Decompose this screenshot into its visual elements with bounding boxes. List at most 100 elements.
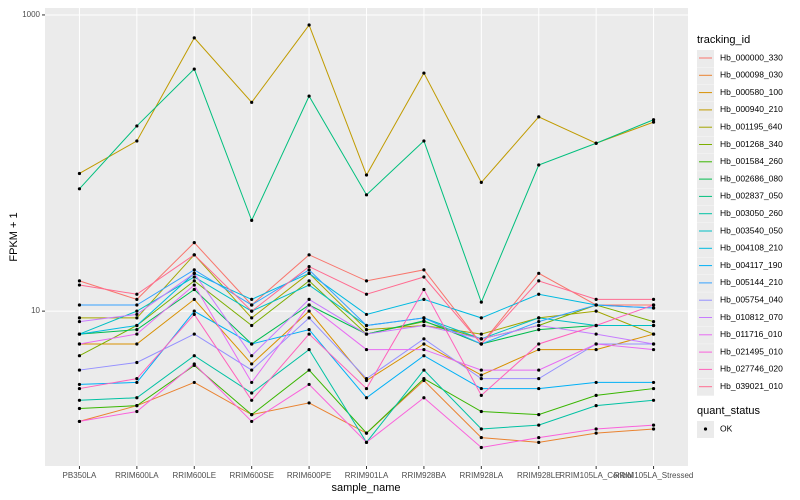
- point: [364, 193, 369, 197]
- point: [250, 368, 254, 372]
- point: [77, 386, 82, 391]
- point: [250, 100, 254, 104]
- point: [192, 332, 196, 336]
- point: [651, 423, 656, 427]
- point: [192, 283, 196, 287]
- legend-label: Hb_039021_010: [720, 381, 783, 391]
- point: [651, 120, 656, 124]
- legend-label: Hb_002686_080: [720, 173, 783, 183]
- legend-label: Hb_005754_040: [720, 294, 783, 304]
- point: [422, 337, 426, 341]
- point: [307, 328, 311, 332]
- point: [250, 316, 254, 320]
- point: [594, 323, 598, 328]
- point: [651, 319, 656, 324]
- point: [537, 292, 541, 296]
- point: [594, 141, 598, 145]
- point: [479, 435, 483, 440]
- point: [651, 380, 656, 385]
- point: [422, 71, 426, 75]
- point: [479, 386, 483, 391]
- point: [307, 253, 311, 257]
- point: [77, 382, 82, 387]
- point: [594, 332, 598, 336]
- point: [537, 423, 541, 427]
- point: [594, 404, 598, 408]
- point: [537, 271, 541, 275]
- legend-label: Hb_001268_340: [720, 139, 783, 149]
- point: [479, 368, 483, 372]
- point: [135, 303, 139, 307]
- point: [192, 36, 196, 40]
- legend-label: Hb_000098_030: [720, 70, 783, 80]
- point: [307, 283, 311, 287]
- point: [192, 380, 196, 385]
- point: [307, 382, 311, 387]
- point: [135, 380, 139, 385]
- point: [135, 309, 139, 313]
- point: [135, 297, 139, 302]
- legend-label: Hb_001195_640: [720, 121, 783, 131]
- point: [307, 279, 311, 283]
- point: [135, 316, 139, 320]
- legend-label: Hb_000940_210: [720, 104, 783, 114]
- point: [77, 354, 82, 358]
- point: [422, 342, 426, 346]
- legend-title: tracking_id: [697, 34, 750, 46]
- point: [537, 323, 541, 328]
- shape-legend-title: quant_status: [697, 405, 760, 417]
- point: [422, 287, 426, 292]
- x-tick-label: RRIM105LA_Stressed: [614, 471, 694, 480]
- point: [135, 292, 139, 296]
- point: [594, 431, 598, 435]
- point: [192, 241, 196, 245]
- point: [479, 393, 483, 397]
- point: [250, 323, 254, 328]
- point: [77, 303, 82, 307]
- point: [307, 271, 311, 275]
- point: [479, 377, 483, 381]
- point: [537, 347, 541, 352]
- point: [422, 377, 426, 381]
- point: [364, 312, 369, 317]
- x-tick-label: RRIM928LE: [517, 471, 561, 480]
- point: [479, 342, 483, 346]
- point: [479, 316, 483, 320]
- x-tick-label: RRIM600SE: [229, 471, 273, 480]
- point: [250, 342, 254, 346]
- point: [135, 404, 139, 408]
- point: [250, 391, 254, 395]
- point: [77, 419, 82, 424]
- point: [77, 342, 82, 346]
- point: [364, 279, 369, 283]
- point: [135, 342, 139, 346]
- point: [479, 427, 483, 431]
- x-tick-label: RRIM600LE: [172, 471, 216, 480]
- legend-label: Hb_021495_010: [720, 346, 783, 356]
- legend-label: Hb_002837_050: [720, 191, 783, 201]
- point: [250, 380, 254, 385]
- point: [479, 180, 483, 185]
- point: [422, 396, 426, 400]
- point: [594, 309, 598, 313]
- legend-label: OK: [720, 423, 733, 433]
- legend-label: Hb_003540_050: [720, 225, 783, 235]
- legend-key: [703, 427, 708, 431]
- point: [651, 386, 656, 391]
- point: [250, 413, 254, 417]
- point: [479, 337, 483, 341]
- point: [651, 347, 656, 352]
- legend-label: Hb_000580_100: [720, 87, 783, 97]
- x-tick-label: PB350LA: [63, 471, 97, 480]
- point: [479, 332, 483, 336]
- point: [364, 440, 369, 444]
- point: [651, 332, 656, 336]
- point: [364, 431, 369, 435]
- point: [537, 342, 541, 346]
- point: [77, 316, 82, 320]
- point: [135, 312, 139, 317]
- point: [364, 396, 369, 400]
- point: [135, 332, 139, 336]
- point: [422, 368, 426, 372]
- point: [651, 306, 656, 310]
